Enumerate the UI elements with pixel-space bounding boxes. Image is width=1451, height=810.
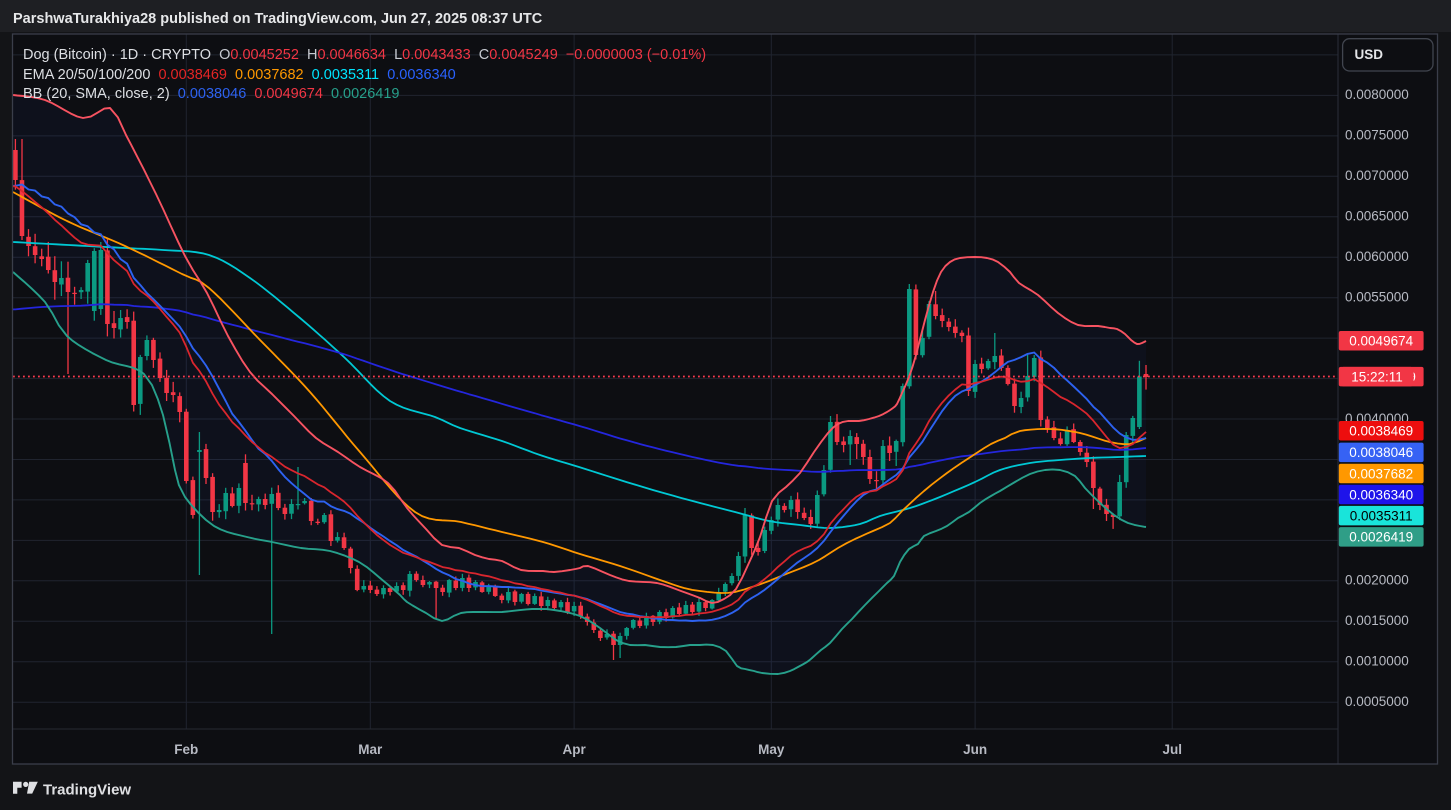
svg-text:0.0020000: 0.0020000 — [1345, 573, 1409, 588]
svg-text:0.0080000: 0.0080000 — [1345, 87, 1409, 102]
svg-text:USD: USD — [1355, 47, 1384, 62]
svg-text:0.0060000: 0.0060000 — [1345, 249, 1409, 264]
svg-text:0.0026419: 0.0026419 — [1349, 530, 1413, 545]
svg-text:15:22:11: 15:22:11 — [1351, 369, 1403, 384]
svg-text:0.0005000: 0.0005000 — [1345, 694, 1409, 709]
svg-text:0.0065000: 0.0065000 — [1345, 209, 1409, 224]
svg-text:Jul: Jul — [1162, 742, 1182, 757]
svg-text:Apr: Apr — [562, 742, 586, 757]
svg-text:Feb: Feb — [174, 742, 198, 757]
svg-text:Mar: Mar — [358, 742, 383, 757]
svg-text:0.0037682: 0.0037682 — [1349, 466, 1413, 481]
svg-text:0.0038469: 0.0038469 — [1349, 424, 1413, 439]
svg-text:0.0049674: 0.0049674 — [1349, 334, 1413, 349]
svg-text:0.0075000: 0.0075000 — [1345, 128, 1409, 143]
svg-text:0.0070000: 0.0070000 — [1345, 168, 1409, 183]
svg-text:0.0010000: 0.0010000 — [1345, 654, 1409, 669]
svg-text:0.0015000: 0.0015000 — [1345, 613, 1409, 628]
svg-text:0.0036340: 0.0036340 — [1349, 487, 1413, 502]
svg-text:0.0038046: 0.0038046 — [1349, 445, 1413, 460]
svg-text:May: May — [758, 742, 785, 757]
svg-text:TradingView: TradingView — [43, 782, 131, 799]
svg-text:0.0035311: 0.0035311 — [1350, 508, 1413, 523]
svg-text:0.0055000: 0.0055000 — [1345, 290, 1409, 305]
svg-text:Jun: Jun — [963, 742, 987, 757]
